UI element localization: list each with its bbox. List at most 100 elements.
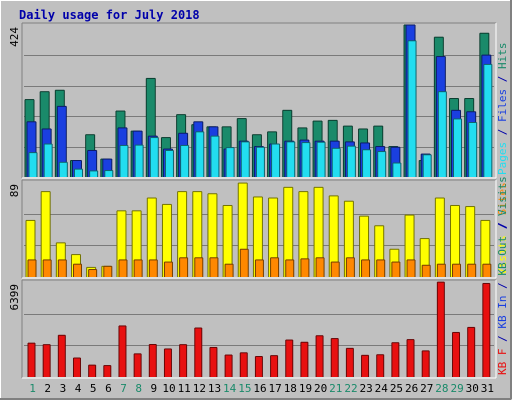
bar-sites xyxy=(330,261,340,277)
bar-kbf-fill xyxy=(88,365,96,377)
bar-sites-fill xyxy=(179,257,188,277)
day-label: 8 xyxy=(135,382,142,395)
bar-visits-fill xyxy=(223,205,233,277)
bar-pages xyxy=(331,147,341,177)
bar-visits-fill xyxy=(26,220,35,277)
bar-kbf-fill xyxy=(118,325,126,377)
bar-kbf xyxy=(436,281,445,377)
day-label: 29 xyxy=(450,382,463,395)
bar-visits-fill xyxy=(41,191,51,277)
bar-sites xyxy=(27,259,37,277)
bar-kbf-fill xyxy=(422,350,430,377)
bar-files-fill xyxy=(102,159,112,177)
bar-kbf xyxy=(27,342,36,377)
day-label: 15 xyxy=(238,382,251,395)
bar-sites-fill xyxy=(118,259,127,277)
side-legend-item: / xyxy=(496,122,509,142)
bar-kbf-fill xyxy=(179,344,187,377)
bar-sites xyxy=(103,265,113,277)
bar-pages-fill xyxy=(89,170,98,177)
bar-visits-fill xyxy=(359,216,369,277)
bar-sites-fill xyxy=(194,257,203,277)
side-legend-item: KB Out xyxy=(496,236,509,276)
bar-visits-fill xyxy=(283,187,293,277)
bar-sites-fill xyxy=(346,257,355,277)
bar-pages xyxy=(286,141,296,177)
side-legend-item: Visits xyxy=(496,235,509,275)
panel-middle: 89 Visits / Sites xyxy=(8,179,509,279)
bar-kbf-fill xyxy=(58,335,66,377)
bar-hits-fill xyxy=(146,78,156,177)
bar-sites xyxy=(57,259,67,277)
side-legend-item: Pages xyxy=(496,142,509,175)
bar-kbf-fill xyxy=(316,335,324,377)
bar-sites xyxy=(194,257,204,277)
bar-visits-fill xyxy=(238,183,248,277)
bar-sites xyxy=(88,269,98,277)
side-legend: Visits / Sites xyxy=(496,182,509,275)
axis-max-label: 6399 xyxy=(8,284,21,311)
bar-pages xyxy=(407,40,417,177)
bar-pages-fill xyxy=(286,141,295,177)
bar-visits-fill xyxy=(405,215,415,277)
bar-sites-fill xyxy=(437,264,446,277)
bar-kbf xyxy=(391,342,400,377)
bar-pages xyxy=(377,151,387,177)
bar-sites xyxy=(118,259,128,277)
day-label: 10 xyxy=(162,382,175,395)
bar-pages-fill xyxy=(241,141,250,177)
bar-sites-fill xyxy=(134,259,143,277)
bar-kbf-fill xyxy=(164,348,172,377)
bar-visits-fill xyxy=(116,210,126,277)
bar-sites xyxy=(345,257,355,277)
bar-pages xyxy=(28,152,38,177)
bar-sites xyxy=(300,258,310,277)
bar-pages xyxy=(301,142,311,177)
bar-pages xyxy=(134,144,144,177)
bar-sites xyxy=(482,263,492,277)
bar-kbf-fill xyxy=(285,340,293,377)
day-label: 6 xyxy=(105,382,112,395)
bar-kbf-fill xyxy=(240,352,248,377)
bar-kbf-fill xyxy=(73,357,81,377)
bar-visits-fill xyxy=(374,225,384,277)
bar-visits-fill xyxy=(344,201,354,277)
bar-sites-fill xyxy=(43,259,52,277)
side-legend-item: / xyxy=(496,329,509,349)
bar-kbf xyxy=(452,331,461,377)
bar-sites xyxy=(406,259,416,277)
day-label: 16 xyxy=(253,382,266,395)
bar-pages xyxy=(73,168,83,177)
day-label: 27 xyxy=(420,382,433,395)
bar-kbf-fill xyxy=(270,355,278,377)
bar-kbf xyxy=(57,334,66,377)
bar-sites-fill xyxy=(225,264,234,277)
bar-pages xyxy=(483,63,493,177)
bar-pages-fill xyxy=(44,144,53,177)
day-label: 13 xyxy=(208,382,221,395)
bar-pages-fill xyxy=(362,149,371,177)
day-label: 1 xyxy=(29,382,36,395)
bar-pages xyxy=(255,146,265,177)
bar-pages-fill xyxy=(59,162,68,177)
bar-visits-fill xyxy=(480,220,490,277)
bar-sites-fill xyxy=(482,264,491,277)
bar-pages xyxy=(392,162,402,177)
bar-pages xyxy=(164,149,174,177)
bar-sites xyxy=(42,259,52,277)
bar-sites-fill xyxy=(240,249,249,277)
bar-kbf xyxy=(224,354,233,377)
bar-kbf-fill xyxy=(407,339,415,377)
bar-pages xyxy=(453,118,463,177)
side-legend-item: Hits xyxy=(496,43,509,70)
bar-sites-fill xyxy=(255,259,264,277)
bar-pages-fill xyxy=(392,163,401,177)
bar-kbf xyxy=(285,339,294,377)
bar-pages-fill xyxy=(317,142,326,177)
bar-kbf xyxy=(482,282,491,377)
bar-sites xyxy=(391,261,401,277)
bar-sites-fill xyxy=(452,264,461,277)
axis-max-label: 424 xyxy=(8,27,21,47)
